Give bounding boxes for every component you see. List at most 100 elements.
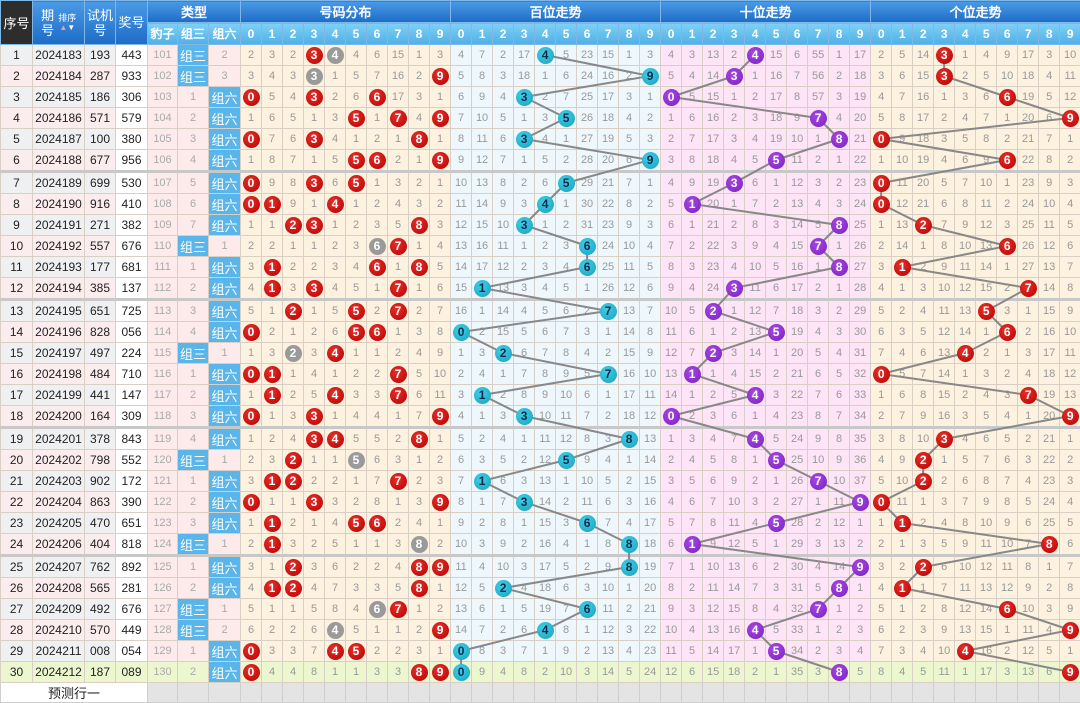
ge-cell-9: 3 (1060, 471, 1080, 492)
shi-cell-7: 7 (808, 236, 829, 257)
bai-cell-9: 3 (640, 129, 661, 150)
dist-cell-3: 2 (304, 534, 325, 556)
shi-cell-6: 12 (787, 172, 808, 194)
ge-cell-1: 14 (892, 236, 913, 257)
shi-cell-7: 2 (808, 150, 829, 172)
bai-cell-5: 4 (556, 257, 577, 278)
dist-cell-4: 2 (325, 236, 346, 257)
row-test-number: 557 (85, 236, 116, 257)
shi-cell-4: 7 (745, 578, 766, 599)
dist-ball: 2 (285, 580, 302, 597)
ge-cell-9: 2 (1060, 450, 1080, 471)
row-prize-number: 956 (116, 150, 148, 172)
bai-cell-9: 23 (640, 641, 661, 662)
shi-cell-0: 10 (661, 300, 682, 322)
dist-cell-8: 1 (409, 450, 430, 471)
header-dist-digit-9: 9 (430, 23, 451, 45)
row-issue: 2024212 (33, 662, 85, 683)
bai-cell-6: 1 (577, 278, 598, 300)
shi-cell-4: 4 (745, 513, 766, 534)
bai-cell-3: 6 (514, 343, 535, 364)
dist-cell-2: 7 (283, 150, 304, 172)
ge-cell-4: 10 (955, 236, 976, 257)
sort-control[interactable]: 排序▲▼ (58, 14, 76, 32)
ge-cell-6: 6 (997, 236, 1018, 257)
bai-cell-7: 21 (598, 172, 619, 194)
type-baozi: 108 (148, 194, 178, 215)
dist-cell-4: 5 (325, 300, 346, 322)
header-issue-sort[interactable]: 期号 排序▲▼ (33, 1, 85, 45)
dist-cell-6: 5 (367, 428, 388, 450)
ge-cell-9: 10 (1060, 45, 1080, 66)
shi-ball: 4 (747, 622, 764, 639)
dist-cell-8: 3 (409, 492, 430, 513)
bai-cell-9: 8 (640, 322, 661, 343)
shi-cell-5: 1 (766, 343, 787, 364)
header-dist-digit-6: 6 (367, 23, 388, 45)
ge-cell-4: 14 (955, 322, 976, 343)
header-shi-digit-5: 5 (766, 23, 787, 45)
bai-cell-8: 8 (619, 556, 640, 578)
ge-cell-6: 1 (997, 343, 1018, 364)
shi-cell-9: 29 (850, 300, 871, 322)
bai-cell-4: 4 (535, 129, 556, 150)
shi-cell-9: 23 (850, 172, 871, 194)
shi-cell-7: 10 (808, 450, 829, 471)
bai-cell-5: 3 (556, 236, 577, 257)
bai-cell-3: 1 (514, 428, 535, 450)
ge-cell-5: 7 (976, 108, 997, 129)
row-prize-number: 390 (116, 492, 148, 513)
bai-cell-5: 1 (556, 129, 577, 150)
dist-ball: 5 (348, 303, 365, 320)
dist-ball: 2 (285, 303, 302, 320)
bai-cell-0: 4 (451, 406, 472, 428)
dist-ball: 3 (306, 494, 323, 511)
ge-cell-7: 5 (1018, 492, 1039, 513)
shi-cell-2: 7 (703, 492, 724, 513)
dist-ball: 3 (306, 68, 323, 85)
bai-cell-1: 2 (472, 322, 493, 343)
bai-cell-4: 2 (535, 662, 556, 683)
shi-cell-9: 22 (850, 150, 871, 172)
dist-cell-6: 6 (367, 513, 388, 534)
shi-cell-2: 13 (703, 620, 724, 641)
dist-ball: 3 (306, 217, 323, 234)
shi-cell-9: 37 (850, 471, 871, 492)
dist-cell-8: 7 (409, 406, 430, 428)
dist-ball: 1 (264, 580, 281, 597)
dist-cell-3: 1 (304, 236, 325, 257)
sort-arrows-icon[interactable]: ▲▼ (59, 23, 75, 32)
header-bai-digit-7: 7 (598, 23, 619, 45)
dist-ball: 9 (432, 664, 449, 681)
shi-cell-6: 25 (787, 450, 808, 471)
ge-cell-9: 9 (1060, 108, 1080, 129)
dist-cell-0: 1 (241, 343, 262, 364)
shi-cell-4: 4 (745, 45, 766, 66)
dist-cell-2: 4 (283, 428, 304, 450)
dist-ball: 7 (390, 110, 407, 127)
shi-cell-3: 13 (724, 556, 745, 578)
bai-cell-9: 15 (640, 471, 661, 492)
shi-cell-1: 1 (682, 194, 703, 215)
shi-cell-0: 3 (661, 471, 682, 492)
bai-cell-5: 5 (556, 108, 577, 129)
bai-cell-8: 11 (619, 257, 640, 278)
ge-cell-6: 4 (997, 406, 1018, 428)
type-zusan: 1 (178, 641, 209, 662)
shi-ball: 8 (831, 131, 848, 148)
bai-cell-7: 1 (598, 322, 619, 343)
ge-cell-2: 3 (913, 278, 934, 300)
shi-cell-7: 2 (808, 513, 829, 534)
bai-cell-0: 12 (451, 215, 472, 236)
dist-cell-6: 1 (367, 278, 388, 300)
ge-cell-6: 10 (997, 534, 1018, 556)
bai-cell-5: 1 (556, 471, 577, 492)
bai-cell-8: 4 (619, 513, 640, 534)
bai-cell-2: 15 (493, 322, 514, 343)
shi-cell-8: 5 (829, 364, 850, 385)
bai-cell-0: 4 (451, 45, 472, 66)
ge-cell-5: 10 (976, 172, 997, 194)
ge-cell-4: 3 (955, 87, 976, 108)
